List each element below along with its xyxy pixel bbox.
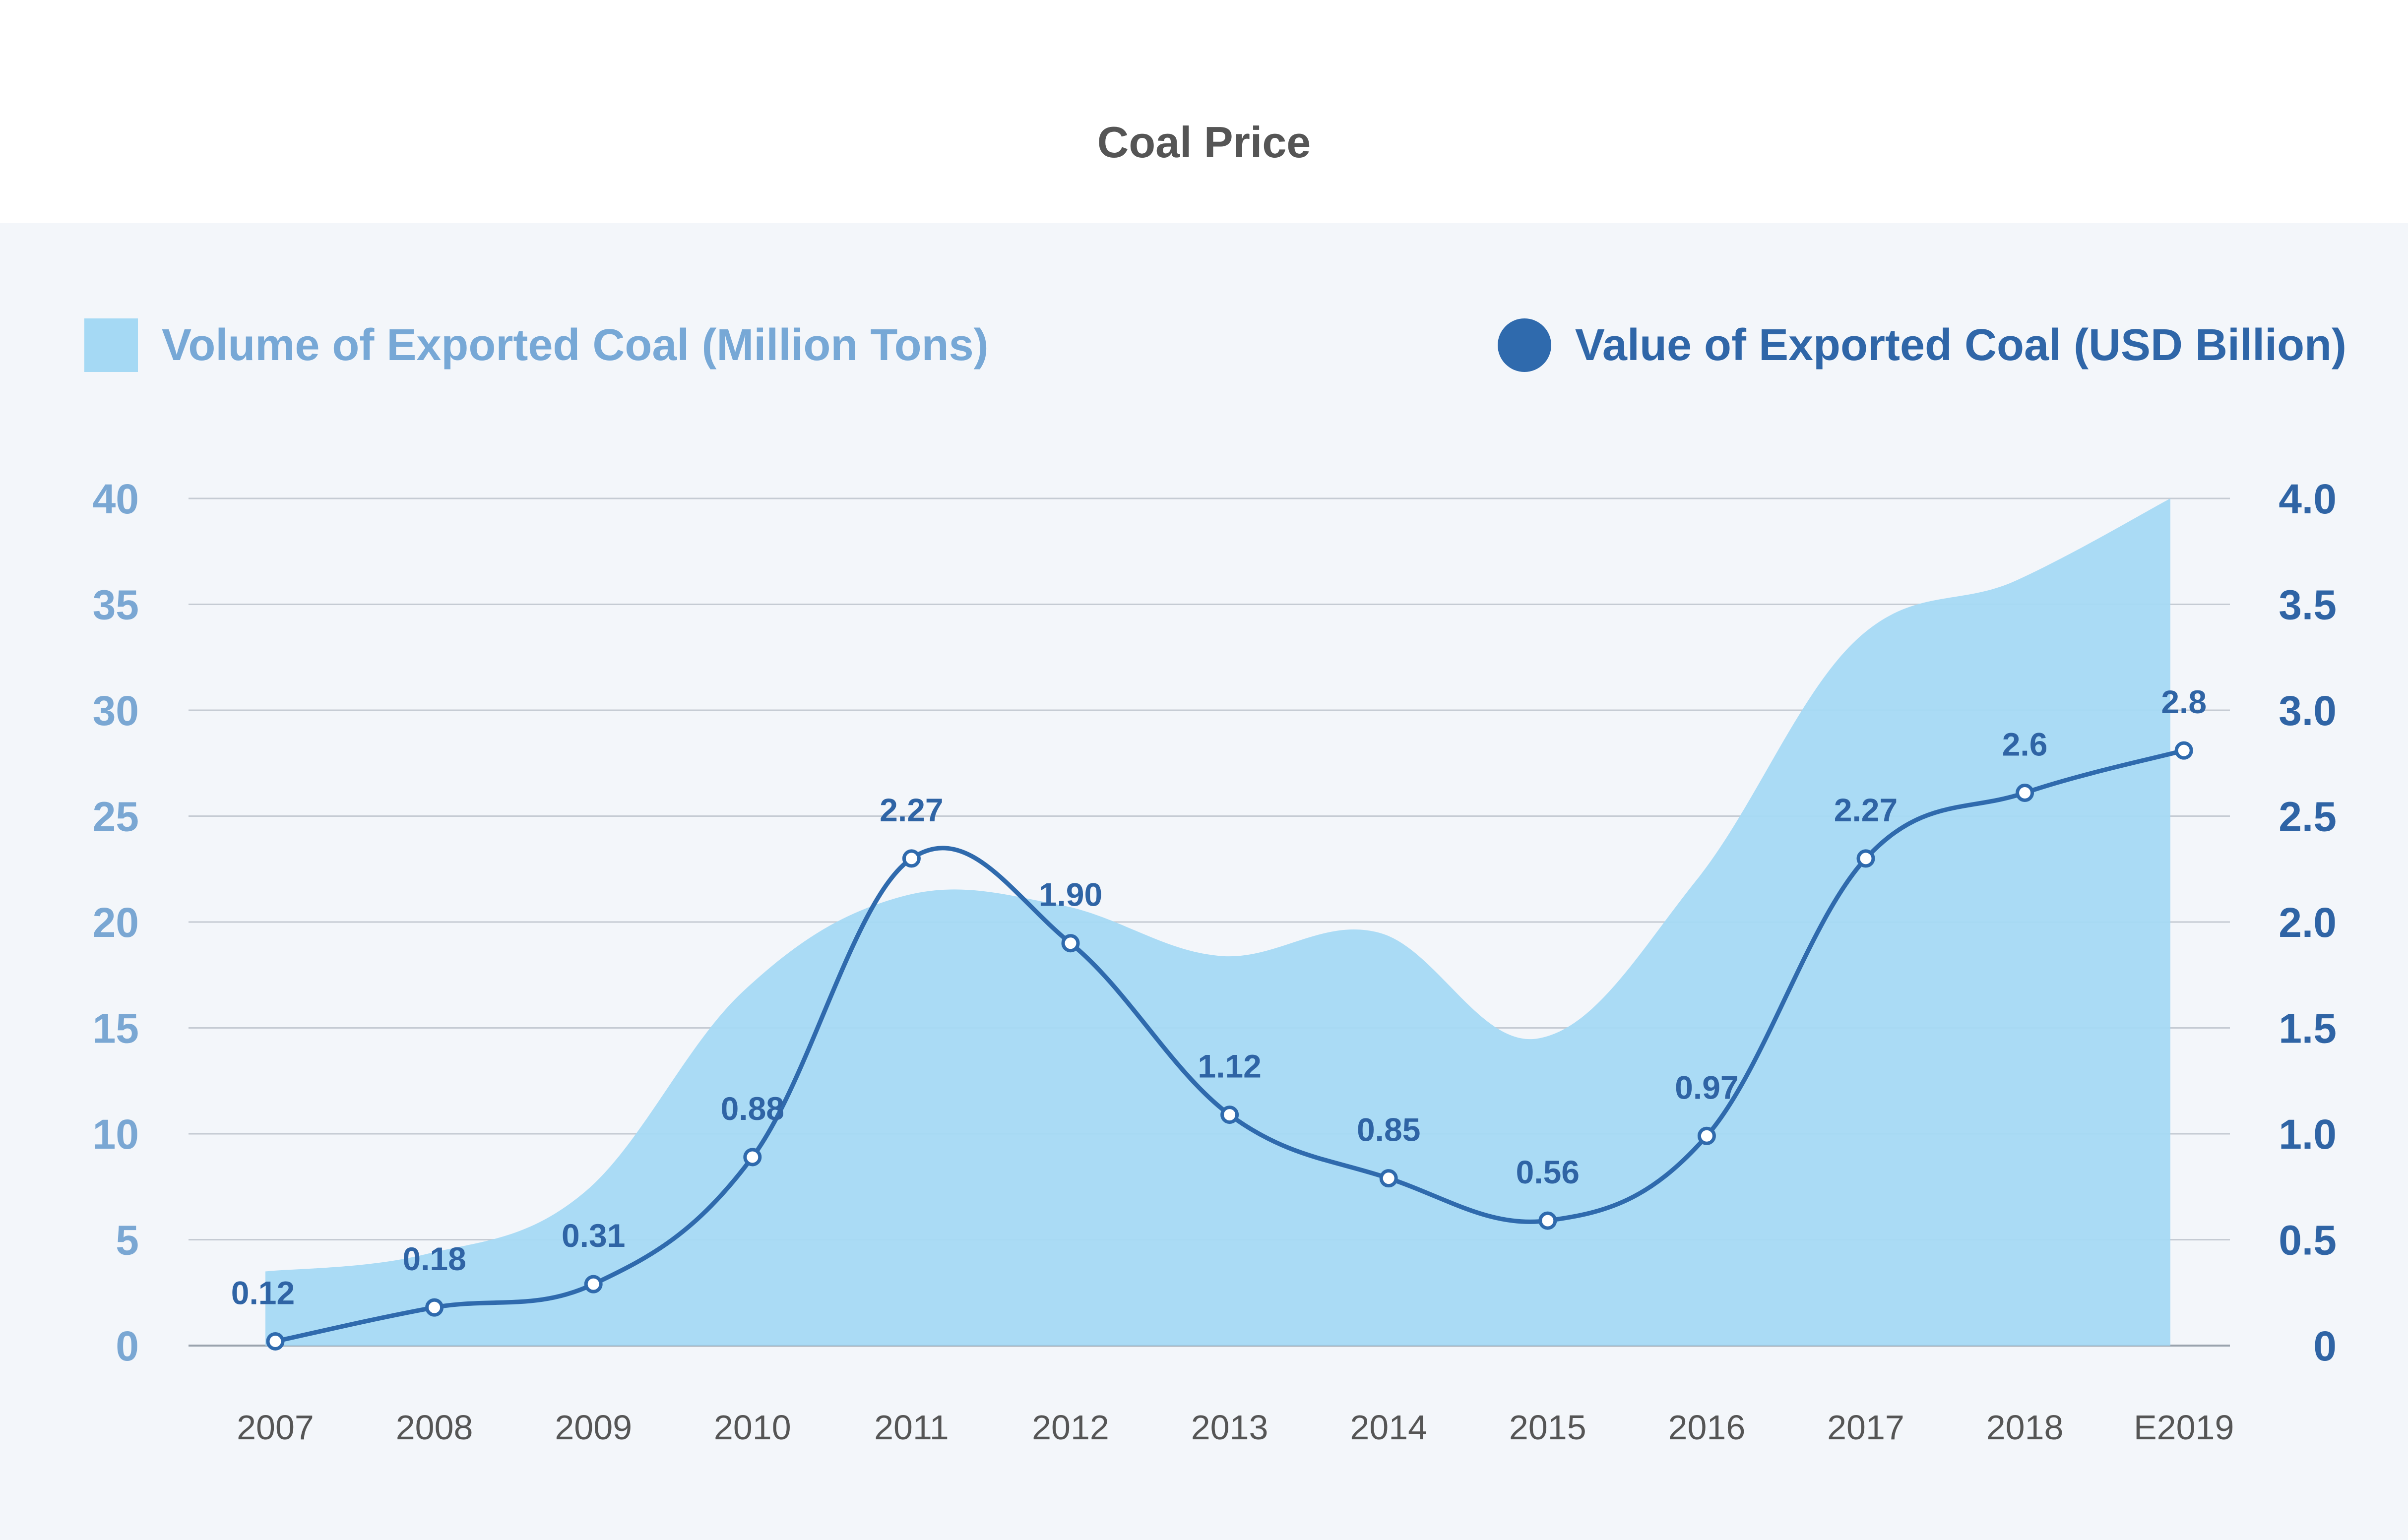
left-axis-tick-label: 20 bbox=[93, 899, 139, 946]
x-axis-tick-label: 2007 bbox=[237, 1408, 314, 1447]
value-point bbox=[2016, 784, 2034, 802]
value-point bbox=[1061, 934, 1080, 953]
left-axis-tick-label: 30 bbox=[93, 687, 139, 734]
value-point bbox=[1856, 849, 1875, 868]
value-point bbox=[266, 1332, 285, 1351]
left-axis-tick-label: 15 bbox=[93, 1005, 139, 1052]
area-layer bbox=[265, 498, 2170, 1346]
x-axis-tick-label: 2013 bbox=[1191, 1408, 1268, 1447]
right-axis-tick-label: 0.5 bbox=[2279, 1217, 2337, 1264]
left-axis-tick-label: 40 bbox=[93, 476, 139, 522]
value-data-label: 0.56 bbox=[1516, 1154, 1580, 1190]
value-point bbox=[1379, 1169, 1398, 1188]
value-point bbox=[743, 1148, 762, 1167]
legend-volume-swatch bbox=[84, 318, 138, 372]
value-point bbox=[584, 1275, 603, 1294]
right-axis-tick-label: 2.5 bbox=[2279, 794, 2337, 840]
legend-value-label: Value of Exported Coal (USD Billion) bbox=[1575, 320, 2346, 370]
value-data-label: 2.27 bbox=[880, 792, 943, 828]
x-axis-tick-label: 2010 bbox=[714, 1408, 791, 1447]
left-axis-tick-label: 35 bbox=[93, 582, 139, 628]
line-layer bbox=[266, 741, 2193, 1351]
value-data-label: 2.6 bbox=[2002, 726, 2048, 763]
left-axis-tick-label: 0 bbox=[116, 1323, 139, 1369]
value-point bbox=[1538, 1211, 1557, 1230]
value-point bbox=[425, 1298, 444, 1317]
x-axis-tick-label: 2017 bbox=[1827, 1408, 1904, 1447]
right-axis-tick-label: 1.5 bbox=[2279, 1005, 2337, 1052]
value-data-label: 1.12 bbox=[1198, 1048, 1261, 1085]
value-point bbox=[2174, 741, 2193, 760]
label-layer: 0.12 0.18 0.31 0.88 2.27 1.90 1.12 0.85 0.56 0.97… bbox=[231, 683, 2207, 1311]
left-axis-tick-label: 10 bbox=[93, 1111, 139, 1158]
chart-title: Coal Price bbox=[1097, 118, 1311, 167]
x-axis-tick-label: 2016 bbox=[1668, 1408, 1746, 1447]
x-axis-tick-label: 2014 bbox=[1350, 1408, 1427, 1447]
value-data-label: 0.85 bbox=[1357, 1111, 1420, 1148]
right-axis-tick-label: 2.0 bbox=[2279, 899, 2337, 946]
volume-area bbox=[265, 498, 2170, 1346]
right-axis-tick-label: 0 bbox=[2313, 1323, 2337, 1369]
value-line bbox=[275, 748, 2185, 1344]
left-axis-tick-label: 5 bbox=[116, 1217, 139, 1264]
legend-value: Value of Exported Coal (USD Billion) bbox=[1497, 315, 2346, 375]
value-point bbox=[1220, 1106, 1239, 1124]
legend-value-swatch bbox=[1497, 318, 1551, 372]
right-axis-tick-label: 4.0 bbox=[2279, 476, 2337, 522]
x-axis-tick-label: 2015 bbox=[1509, 1408, 1586, 1447]
value-data-label: 0.12 bbox=[231, 1274, 295, 1311]
x-axis-tick-label: 2009 bbox=[555, 1408, 632, 1447]
value-data-label: 0.88 bbox=[721, 1090, 784, 1127]
legend-volume-label: Volume of Exported Coal (Million Tons) bbox=[162, 320, 989, 370]
left-axis-tick-label: 25 bbox=[93, 794, 139, 840]
legend-volume: Volume of Exported Coal (Million Tons) bbox=[84, 315, 989, 375]
value-data-label: 0.97 bbox=[1675, 1069, 1738, 1106]
value-data-label: 2.27 bbox=[1834, 792, 1898, 828]
value-point bbox=[1697, 1126, 1716, 1145]
value-data-label: 0.31 bbox=[562, 1217, 625, 1254]
right-axis-tick-label: 3.5 bbox=[2279, 582, 2337, 628]
right-axis-tick-label: 1.0 bbox=[2279, 1111, 2337, 1158]
value-data-label: 0.18 bbox=[402, 1240, 466, 1277]
value-data-label: 2.8 bbox=[2161, 683, 2207, 720]
x-axis-tick-label: 2018 bbox=[1986, 1408, 2064, 1447]
x-axis-tick-label: 2012 bbox=[1032, 1408, 1109, 1447]
value-data-label: 1.90 bbox=[1039, 876, 1102, 913]
title-bar: Coal Price bbox=[0, 0, 2408, 223]
x-axis-tick-label: E2019 bbox=[2134, 1408, 2234, 1447]
x-axis-tick-label: 2008 bbox=[396, 1408, 473, 1447]
x-axis-tick-label: 2011 bbox=[874, 1408, 949, 1447]
right-axis-tick-label: 3.0 bbox=[2279, 687, 2337, 734]
value-point bbox=[902, 849, 921, 868]
